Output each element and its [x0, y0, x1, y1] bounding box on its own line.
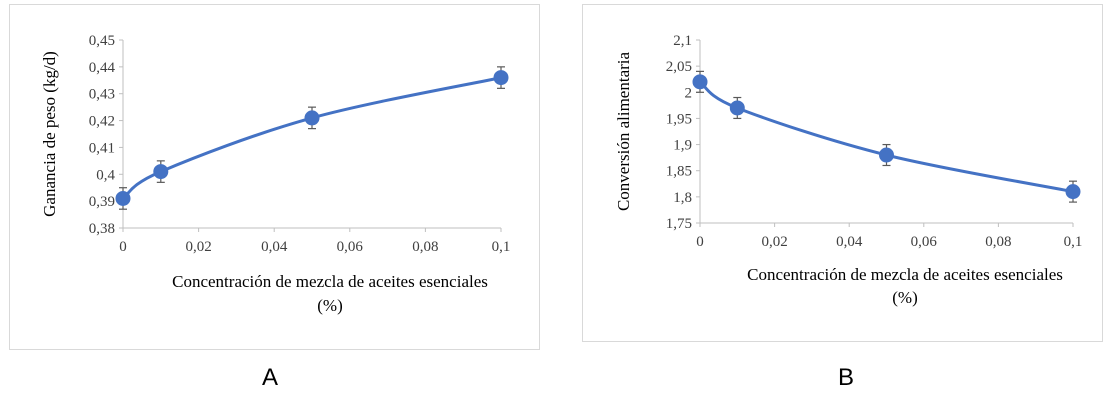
y-tick-label-b: 2,1: [673, 33, 692, 49]
x-tick-label-b: 0,04: [836, 234, 863, 250]
data-point-a: [304, 110, 320, 126]
x-axis-title-b: Concentración de mezcla de aceites esenc…: [747, 265, 1063, 284]
chart-panel-b: 1,75 1,8 1,85 1,9 1,95 2 2,05 2,1 0 0,02 0,04 0,06 0…: [582, 4, 1103, 342]
data-point-b: [879, 147, 894, 163]
y-tick-label-b: 2,05: [666, 59, 692, 75]
x-tick-label-b: 0: [696, 234, 704, 250]
y-tick-label-a: 0,42: [89, 114, 115, 130]
y-tick-label-a: 0,44: [89, 60, 116, 76]
data-point-a: [493, 70, 509, 86]
panel-label-b: B: [838, 364, 855, 391]
data-point-b: [729, 100, 745, 116]
x-axis-title-a: Concentración de mezcla de aceites esenc…: [172, 272, 488, 291]
x-tick-label-a: 0,1: [492, 239, 511, 255]
x-tick-label-b: 0,06: [911, 234, 938, 250]
y-tick-label-a: 0,39: [89, 194, 115, 210]
data-point-b: [1065, 184, 1081, 200]
y-axis-title-b: Conversión alimentaria: [614, 51, 633, 211]
y-tick-label-b: 1,8: [673, 190, 692, 206]
x-tick-label-b: 0,1: [1064, 234, 1083, 250]
x-axis-title-unit-b: (%): [892, 288, 917, 307]
data-point-b: [692, 74, 708, 90]
series-line-b: [699, 80, 1074, 194]
x-tick-label-a: 0,06: [337, 239, 364, 255]
chart-b-svg: 1,75 1,8 1,85 1,9 1,95 2 2,05 2,1 0 0,02 0,04 0,06 0…: [614, 33, 1083, 307]
y-tick-label-b: 1,95: [666, 111, 692, 127]
x-tick-label-a: 0: [119, 239, 127, 255]
y-tick-label-b: 1,9: [673, 138, 692, 154]
y-tick-label-b: 2: [685, 85, 693, 101]
y-tick-label-a: 0,38: [89, 221, 115, 237]
y-axis-title-a: Ganancia de peso (kg/d): [40, 51, 59, 217]
data-point-a: [115, 190, 131, 206]
x-tick-label-a: 0,04: [261, 239, 288, 255]
data-point-a: [153, 164, 169, 180]
y-tick-label-b: 1,75: [666, 216, 692, 232]
y-tick-label-b: 1,85: [666, 164, 692, 180]
y-tick-label-a: 0,41: [89, 140, 115, 156]
chart-panel-a: 0,38 0,39 0,4 0,41 0,42 0,43 0,44 0,45 0 0,02 0,04…: [9, 4, 540, 350]
series-line-a: [122, 76, 502, 200]
panel-label-a: A: [262, 364, 279, 391]
y-tick-label-a: 0,43: [89, 87, 115, 103]
x-axis-title-unit-a: (%): [317, 296, 342, 315]
y-tick-label-a: 0,4: [96, 167, 115, 183]
x-tick-label-a: 0,02: [185, 239, 211, 255]
y-tick-label-a: 0,45: [89, 33, 115, 49]
x-tick-label-b: 0,02: [761, 234, 787, 250]
chart-a-svg: 0,38 0,39 0,4 0,41 0,42 0,43 0,44 0,45 0 0,02 0,04…: [40, 33, 511, 315]
x-tick-label-b: 0,08: [985, 234, 1011, 250]
x-tick-label-a: 0,08: [412, 239, 438, 255]
